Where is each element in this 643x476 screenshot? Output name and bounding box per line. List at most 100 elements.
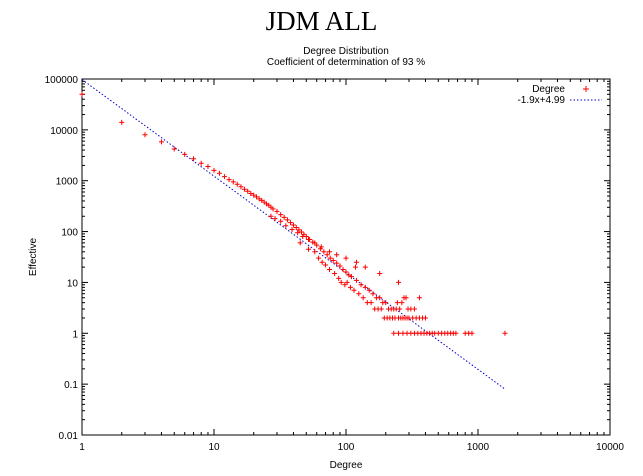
data-point <box>368 300 374 306</box>
data-point <box>342 282 348 288</box>
data-point <box>469 330 475 336</box>
data-point <box>230 179 236 185</box>
data-point <box>334 260 340 266</box>
data-point <box>397 306 403 312</box>
y-tick-label: 1 <box>72 329 78 340</box>
data-point <box>142 132 148 138</box>
data-point <box>392 315 398 321</box>
data-point <box>278 212 284 218</box>
data-point <box>288 220 294 226</box>
legend-label-degree: Degree <box>532 84 565 95</box>
data-point <box>316 255 322 261</box>
data-point <box>366 287 372 293</box>
data-point <box>377 270 383 276</box>
y-tick-label: 1000 <box>56 177 79 188</box>
y-tick-label: 0.01 <box>59 431 79 442</box>
data-point <box>332 270 338 276</box>
data-point <box>353 277 359 283</box>
data-point <box>191 156 197 162</box>
data-point <box>289 226 295 232</box>
data-point <box>344 279 350 285</box>
data-point <box>306 236 312 242</box>
data-point <box>298 229 304 235</box>
data-point <box>182 151 188 157</box>
data-point <box>352 264 358 270</box>
data-point <box>411 306 417 312</box>
y-axis-label: Effective <box>28 237 39 276</box>
data-point <box>391 330 397 336</box>
data-point <box>399 300 405 306</box>
data-point <box>370 291 376 297</box>
page-title: JDM ALL <box>265 6 378 36</box>
data-point <box>337 263 343 269</box>
y-tick-label: 100000 <box>45 75 79 86</box>
legend-label-fit: -1.9x+4.99 <box>517 95 565 106</box>
data-point <box>216 170 222 176</box>
data-point <box>283 223 289 229</box>
data-point <box>356 291 362 297</box>
data-point <box>394 300 400 306</box>
data-point <box>278 218 284 224</box>
x-tick-label: 1 <box>79 442 85 453</box>
data-point <box>362 284 368 290</box>
data-point <box>241 186 247 192</box>
data-point <box>422 315 428 321</box>
data-point <box>245 188 251 194</box>
data-point <box>323 262 329 268</box>
data-point <box>502 330 508 336</box>
fit-line <box>81 79 506 390</box>
data-point <box>378 306 384 312</box>
data-point <box>360 295 366 301</box>
data-point <box>205 164 211 170</box>
data-point <box>274 208 280 214</box>
data-point <box>171 146 177 152</box>
data-point <box>295 230 301 236</box>
x-tick-label: 10 <box>208 442 220 453</box>
data-point <box>318 244 324 250</box>
data-point <box>312 240 318 246</box>
data-point <box>403 295 409 301</box>
data-point <box>296 227 302 233</box>
data-point <box>353 259 359 265</box>
data-point <box>211 167 217 173</box>
x-tick-label: 100 <box>338 442 355 453</box>
data-point <box>383 300 389 306</box>
data-point <box>347 284 353 290</box>
data-point <box>334 252 340 258</box>
data-point <box>346 272 352 278</box>
y-tick-label: 100 <box>61 228 78 239</box>
data-point <box>268 213 274 219</box>
data-point <box>254 194 260 200</box>
y-tick-label: 10000 <box>50 126 78 137</box>
data-point <box>270 206 276 212</box>
data-point <box>297 240 303 246</box>
data-point <box>358 282 364 288</box>
data-point <box>256 196 262 202</box>
data-point <box>321 249 327 255</box>
data-point <box>251 192 257 198</box>
data-point <box>396 330 402 336</box>
data-point <box>158 139 164 145</box>
data-point <box>416 295 422 301</box>
data-point <box>234 181 240 187</box>
data-point <box>340 266 346 272</box>
data-point <box>453 330 459 336</box>
data-point <box>79 91 85 97</box>
y-tick-label: 0.1 <box>64 380 78 391</box>
data-point <box>319 259 325 265</box>
data-point <box>272 216 278 222</box>
data-point <box>377 295 383 301</box>
data-point <box>343 255 349 261</box>
data-point <box>336 275 342 281</box>
data-point <box>343 269 349 275</box>
data-point <box>238 184 244 190</box>
data-point <box>327 266 333 272</box>
data-point <box>327 255 333 261</box>
data-point <box>290 222 296 228</box>
data-point <box>226 177 232 183</box>
data-point <box>198 160 204 166</box>
data-point <box>221 174 227 180</box>
data-point <box>306 246 312 252</box>
data-point <box>338 279 344 285</box>
